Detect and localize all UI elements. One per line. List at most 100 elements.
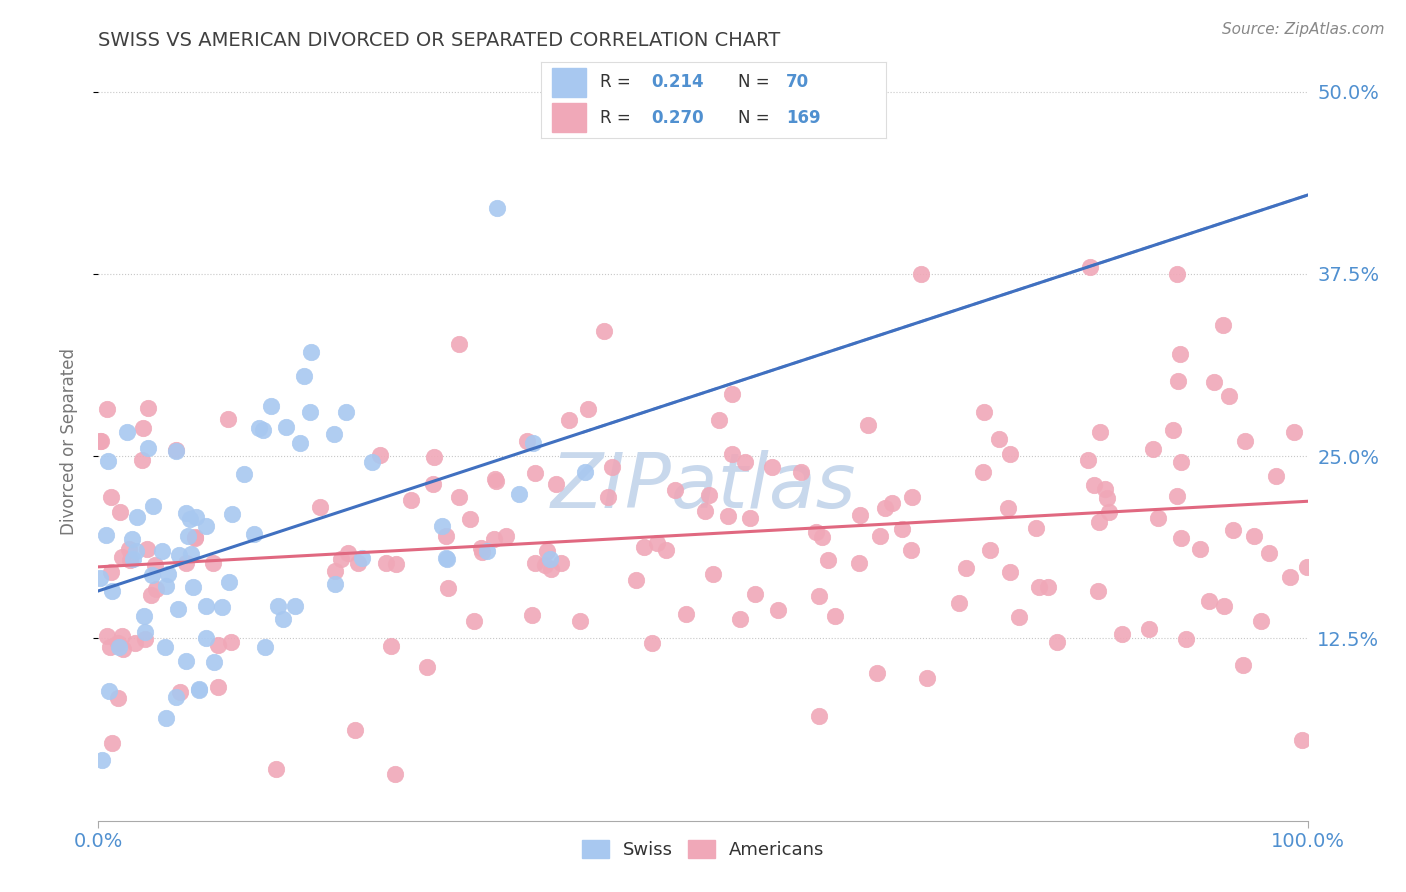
Point	[1175, 632, 1198, 646]
Point	[107, 636, 129, 650]
Point	[100, 736, 122, 750]
Point	[1232, 658, 1254, 673]
Point	[96, 629, 118, 643]
Text: 169: 169	[786, 109, 821, 127]
Point	[1046, 634, 1069, 648]
Point	[1202, 376, 1225, 390]
Point	[1264, 469, 1286, 483]
Point	[89, 434, 111, 449]
Point	[288, 436, 311, 450]
Point	[1222, 523, 1244, 537]
Point	[495, 529, 517, 543]
Point	[121, 533, 143, 547]
Y-axis label: Divorced or Separated: Divorced or Separated	[59, 348, 77, 535]
Point	[174, 655, 197, 669]
Point	[385, 558, 408, 572]
Point	[1168, 346, 1191, 360]
Point	[697, 488, 720, 502]
Point	[789, 466, 811, 480]
Point	[142, 500, 165, 514]
Point	[873, 500, 896, 515]
Point	[299, 405, 322, 419]
Point	[131, 452, 153, 467]
Point	[1198, 594, 1220, 608]
Point	[335, 405, 357, 419]
Point	[558, 413, 581, 427]
Point	[180, 547, 202, 561]
Point	[194, 519, 217, 533]
Point	[538, 552, 561, 566]
Point	[1188, 541, 1211, 556]
Point	[247, 421, 270, 435]
Point	[600, 459, 623, 474]
Point	[188, 681, 211, 696]
Point	[135, 542, 157, 557]
Point	[1097, 491, 1119, 505]
Point	[139, 587, 162, 601]
Point	[323, 564, 346, 578]
Point	[1212, 318, 1234, 332]
Point	[1008, 610, 1031, 624]
Point	[1077, 453, 1099, 467]
Point	[1036, 580, 1059, 594]
Point	[915, 671, 938, 685]
Point	[336, 546, 359, 560]
Point	[153, 640, 176, 655]
Point	[470, 541, 492, 555]
Point	[633, 541, 655, 555]
Point	[744, 586, 766, 600]
Point	[536, 544, 558, 558]
Point	[460, 512, 482, 526]
Point	[1147, 511, 1170, 525]
Point	[271, 612, 294, 626]
Point	[179, 512, 201, 526]
Point	[323, 427, 346, 442]
Point	[1234, 434, 1257, 449]
Point	[900, 543, 922, 558]
Point	[1258, 546, 1281, 560]
Point	[447, 337, 470, 351]
Point	[217, 411, 239, 425]
Point	[882, 496, 904, 510]
Point	[997, 500, 1019, 515]
Point	[1163, 423, 1185, 437]
Point	[866, 666, 889, 681]
Point	[176, 529, 198, 543]
Point	[134, 632, 156, 647]
Point	[524, 557, 547, 571]
Point	[910, 267, 932, 281]
Point	[361, 455, 384, 469]
Point	[508, 487, 530, 501]
Point	[108, 506, 131, 520]
Point	[641, 636, 664, 650]
Legend: Swiss, Americans: Swiss, Americans	[574, 832, 832, 866]
Point	[243, 527, 266, 541]
Point	[274, 420, 297, 434]
Point	[544, 477, 567, 491]
Point	[96, 401, 118, 416]
Point	[817, 553, 839, 567]
Point	[156, 567, 179, 582]
Point	[734, 455, 756, 469]
Point	[436, 552, 458, 566]
Point	[900, 490, 922, 504]
Point	[766, 603, 789, 617]
Point	[195, 631, 218, 645]
Point	[416, 660, 439, 674]
Point	[267, 599, 290, 614]
Point	[1142, 442, 1164, 457]
Point	[1278, 570, 1301, 584]
Point	[323, 576, 346, 591]
Point	[1291, 733, 1313, 747]
Point	[368, 449, 391, 463]
Point	[174, 507, 197, 521]
Point	[118, 542, 141, 557]
Point	[972, 465, 994, 479]
Point	[120, 553, 142, 567]
Point	[596, 490, 619, 504]
Point	[91, 753, 114, 767]
Point	[702, 566, 724, 581]
Point	[593, 324, 616, 338]
Point	[134, 624, 156, 639]
Point	[1098, 504, 1121, 518]
